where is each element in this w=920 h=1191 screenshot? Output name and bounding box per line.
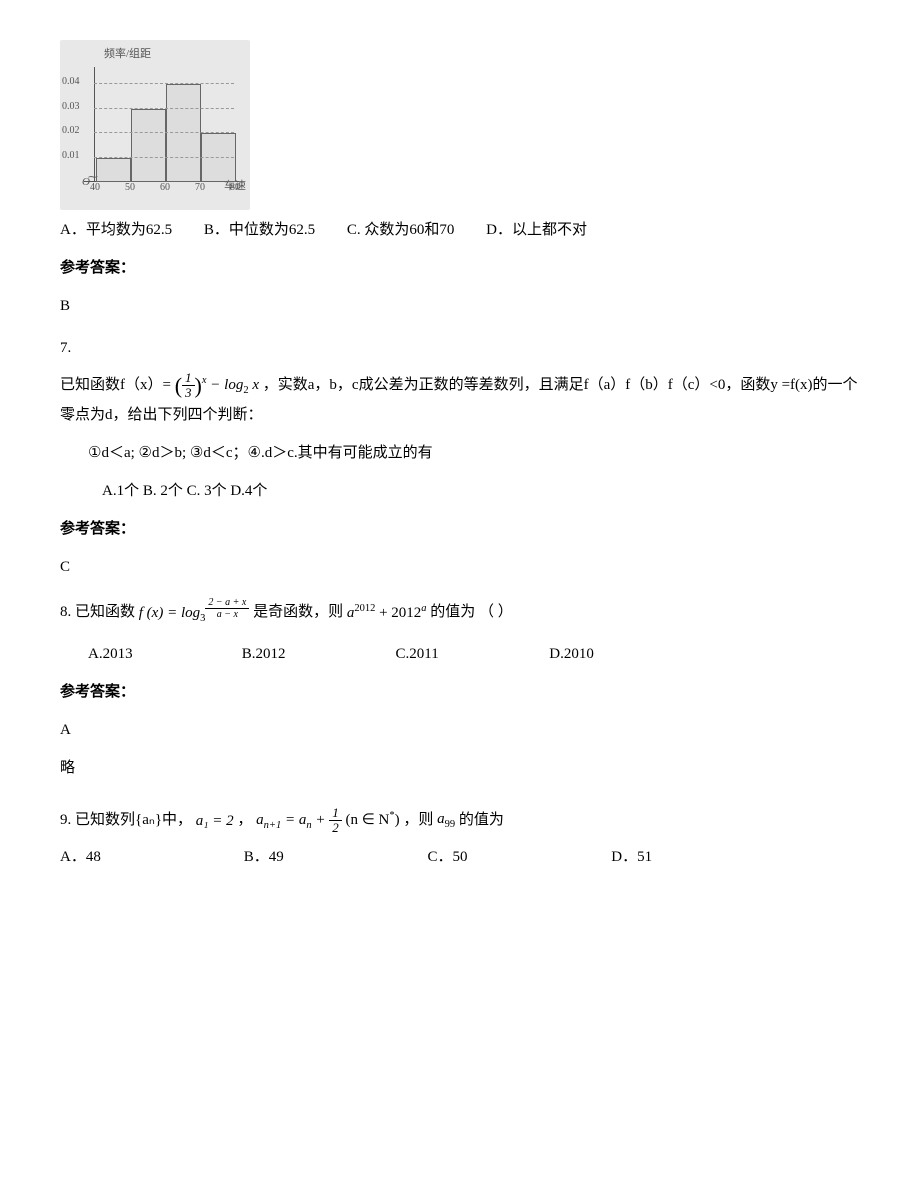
q7-options-line: A.1个 B. 2个 C. 3个 D.4个 [102, 479, 860, 503]
q7-formula: (13)x − log2 x [175, 368, 259, 403]
histogram-bars-container [96, 72, 236, 182]
q9-stem: 9. 已知数列{aₙ}中， a₁ = 2 ， an+1 = an + 12 (n… [60, 806, 860, 836]
histogram-gridline [94, 132, 234, 133]
histogram-y-axis [94, 67, 95, 182]
q6-answer: B [60, 294, 860, 318]
q9-rec-close: ) [395, 812, 400, 828]
q8-exp-den: a − x [205, 609, 249, 620]
q8-plus: + 2012 [375, 605, 421, 621]
q8-brief: 略 [60, 756, 860, 780]
q8-exp-num: 2 − a + x [205, 597, 249, 609]
q6-option-a: A．平均数为62.5 [60, 218, 172, 242]
q8-a-exp1: 2012 [354, 603, 375, 614]
q9-comma1: ， [237, 812, 252, 828]
histogram-y-title: 频率/组距 [104, 46, 151, 64]
q8-option-b: B.2012 [242, 642, 392, 666]
q8-answer: A [60, 718, 860, 742]
q8-a-exp2: a [421, 603, 426, 614]
q7-power: x [202, 375, 207, 386]
histogram-y-tick: 0.03 [62, 99, 80, 115]
q8-option-c: C.2011 [396, 642, 546, 666]
histogram-x-tick: 50 [125, 180, 135, 196]
q9-tail2: 的值为 [459, 812, 504, 828]
q9-rec-frac-num: 1 [329, 806, 342, 821]
q7-judgments: ①d＜a; ②d＞b; ③d＜c；④.d＞c.其中有可能成立的有 [88, 441, 860, 465]
q9-a99-sub: 99 [445, 819, 456, 830]
histogram-y-tick: 0.02 [62, 123, 80, 139]
q7-answer: C [60, 555, 860, 579]
q9-option-d: D．51 [611, 845, 791, 869]
q9-rec-frac-den: 2 [329, 821, 342, 835]
q6-option-c: C. 众数为60和70 [347, 218, 455, 242]
q7-log-arg: x [249, 377, 259, 393]
histogram-y-tick: 0.01 [62, 148, 80, 164]
q8-mid: 是奇函数，则 [253, 604, 343, 620]
q7-answer-label: 参考答案： [60, 517, 860, 541]
q9-tail: ，则 [403, 812, 433, 828]
q6-options: A．平均数为62.5 B．中位数为62.5 C. 众数为60和70 D．以上都不… [60, 218, 860, 242]
histogram-x-tick: 40 [90, 180, 100, 196]
q8-options: A.2013 B.2012 C.2011 D.2010 [88, 642, 860, 666]
q6-option-d: D．以上都不对 [486, 218, 587, 242]
q9-rec-left-sub: n+1 [264, 820, 282, 831]
histogram-x-tick: 70 [195, 180, 205, 196]
histogram-y-tick: 0.04 [62, 74, 80, 90]
q8-answer-label: 参考答案： [60, 680, 860, 704]
histogram-x-tick: 80 [230, 180, 240, 196]
q7-stem: 已知函数f（x）= (13)x − log2 x ，实数a，b，c成公差为正数的… [60, 368, 860, 427]
q7-number: 7. [60, 340, 71, 356]
q7-frac-den: 3 [182, 386, 195, 400]
q6-option-b: B．中位数为62.5 [204, 218, 315, 242]
q9-option-b: B．49 [244, 845, 424, 869]
histogram-x-tick: 60 [160, 180, 170, 196]
q9-rec-paren: (n ∈ N [346, 812, 390, 828]
histogram-gridline [94, 83, 234, 84]
q9-recurrence: an+1 = an + 12 (n ∈ N*) [256, 806, 400, 836]
q9-rec-eq: = a [281, 812, 306, 828]
q6-answer-label: 参考答案： [60, 256, 860, 280]
histogram-gridline [94, 108, 234, 109]
q9-rec-left: a [256, 812, 264, 828]
q9-rec-plus: + [312, 812, 330, 828]
histogram-bar [131, 109, 166, 182]
q8-fx-label: f (x) = log [139, 605, 200, 621]
histogram-bar [201, 133, 236, 182]
q9-a1: a₁ = 2 [196, 809, 234, 833]
q9-option-a: A．48 [60, 845, 240, 869]
q8-tail: 的值为 （ ） [430, 604, 513, 620]
histogram-figure: 频率/组距 车速 O ⁓ 0.010.020.030.04 4050607080 [60, 40, 250, 210]
q7-frac-num: 1 [182, 371, 195, 386]
q8-a-expr: a2012 + 2012a [347, 601, 427, 625]
q8-option-d: D.2010 [549, 642, 699, 666]
q8-option-a: A.2013 [88, 642, 238, 666]
q7-minus-log: − log [210, 377, 243, 393]
histogram-gridline [94, 157, 234, 158]
q9-option-c: C．50 [428, 845, 608, 869]
q9-options: A．48 B．49 C．50 D．51 [60, 845, 860, 869]
q7-block: 7. [60, 336, 860, 360]
q9-a99-base: a [437, 811, 445, 827]
histogram-bar [96, 158, 131, 182]
q8-stem: 8. 已知函数 f (x) = log32 − a + xa − x 是奇函数，… [60, 597, 860, 628]
q9-a99: a99 [437, 807, 455, 834]
q8-fx: f (x) = log32 − a + xa − x [139, 597, 250, 628]
q9-prefix: 9. 已知数列{aₙ}中， [60, 812, 192, 828]
q8-prefix: 8. 已知函数 [60, 604, 135, 620]
q7-stem-before: 已知函数f（x）= [60, 377, 171, 393]
